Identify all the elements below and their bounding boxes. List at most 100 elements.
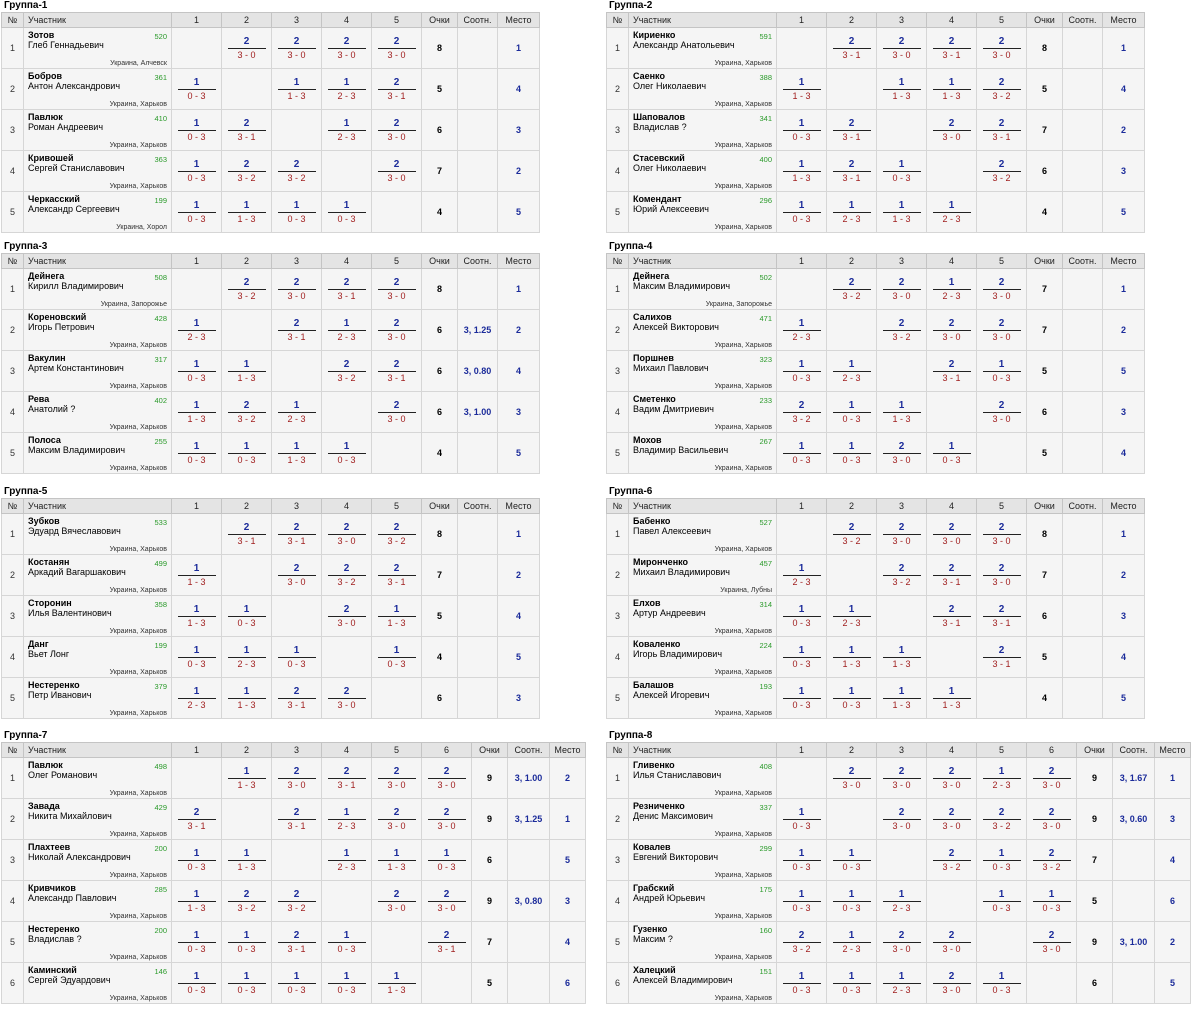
match-points: 1 (227, 848, 266, 861)
match-sets: 3 - 0 (387, 902, 406, 913)
player-surname[interactable]: Бабенко (633, 516, 671, 526)
player-surname[interactable]: Шаповалов (633, 112, 686, 122)
participant-cell: Черкасский Александр Сергеевич 199 Украина,… (23, 191, 172, 233)
player-surname[interactable]: Резниченко (633, 801, 685, 811)
player-surname[interactable]: Сторонин (28, 598, 72, 608)
player-name: Олег Николаевич (633, 163, 707, 173)
player-surname[interactable]: Гливенко (633, 760, 675, 770)
player-surname[interactable]: Завада (28, 801, 60, 811)
player-surname[interactable]: Плахтеев (28, 842, 71, 852)
table-row: 1 Гливенко Илья Станиславович 408 Украина, Х… (606, 757, 1191, 799)
player-surname[interactable]: Кривошей (28, 153, 74, 163)
col-header-no: № (1, 742, 24, 758)
table-row: 5 Балашов Алексей Игоревич 193 Украина, Харь… (606, 677, 1145, 719)
row-number: 3 (1, 839, 24, 881)
match-sets: 2 - 3 (992, 779, 1011, 790)
player-surname[interactable]: Коваленко (633, 639, 681, 649)
match-points: 1 (782, 686, 821, 699)
relation-value (1062, 432, 1103, 474)
match-sets: 2 - 3 (892, 984, 911, 995)
player-surname[interactable]: Зотов (28, 30, 55, 40)
player-surname[interactable]: Халецкий (633, 965, 676, 975)
participant-cell: Миронченко Михаил Владимирович 457 Украина,… (628, 554, 777, 596)
col-header-opponent: 1 (776, 742, 827, 758)
player-surname[interactable]: Гузенко (633, 924, 668, 934)
match-sets: 0 - 3 (1042, 902, 1061, 913)
player-surname[interactable]: Нестеренко (28, 924, 80, 934)
player-surname[interactable]: Ковалев (633, 842, 671, 852)
match-sets: 3 - 0 (287, 576, 306, 587)
player-surname[interactable]: Стасевский (633, 153, 685, 163)
player-rating: 224 (759, 641, 772, 650)
player-name: Артур Андреевич (633, 608, 706, 618)
player-surname[interactable]: Павлюк (28, 112, 63, 122)
player-surname[interactable]: Поршнев (633, 353, 674, 363)
match-sets: 3 - 1 (387, 372, 406, 383)
points-total: 4 (1026, 677, 1063, 719)
player-surname[interactable]: Нестеренко (28, 680, 80, 690)
player-surname[interactable]: Зубков (28, 516, 60, 526)
player-surname[interactable]: Саенко (633, 71, 665, 81)
player-surname[interactable]: Елхов (633, 598, 661, 608)
player-surname[interactable]: Костанян (28, 557, 70, 567)
row-number: 5 (606, 432, 629, 474)
results-table: № Участник 1 2 3 4 5 Очки Соотн. Место 1 Бабенко Пав… (606, 498, 1145, 719)
player-surname[interactable]: Данг (28, 639, 49, 649)
player-surname[interactable]: Комендант (633, 194, 682, 204)
player-surname[interactable]: Кириенко (633, 30, 676, 40)
player-name: Антон Александрович (28, 81, 121, 91)
col-header-opponent: 6 (1026, 742, 1077, 758)
player-name: Александр Сергеевич (28, 204, 120, 214)
player-surname[interactable]: Дейнега (633, 271, 670, 281)
group-title: Группа-6 (609, 486, 653, 497)
group-block: Группа-8 № Участник 1 2 3 4 5 6 Очки Соотн. Место 1 Г… (606, 730, 1191, 1004)
player-surname[interactable]: Вакулин (28, 353, 66, 363)
match-sets: 0 - 3 (942, 454, 961, 465)
player-surname[interactable]: Сметенко (633, 394, 676, 404)
player-surname[interactable]: Кореновский (28, 312, 87, 322)
player-surname[interactable]: Кривчиков (28, 883, 76, 893)
player-surname[interactable]: Черкасский (28, 194, 80, 204)
player-surname[interactable]: Мохов (633, 435, 662, 445)
player-surname[interactable]: Салихов (633, 312, 672, 322)
player-surname[interactable]: Павлюк (28, 760, 63, 770)
player-surname[interactable]: Дейнега (28, 271, 65, 281)
player-rating: 200 (154, 844, 167, 853)
table-row: 1 Зубков Эдуард Вячеславович 533 Украина, Ха… (1, 513, 540, 555)
table-row: 5 Нестеренко Петр Иванович 379 Украина, Харь… (1, 677, 540, 719)
match-sets: 0 - 3 (842, 454, 861, 465)
match-points: 2 (377, 889, 416, 902)
match-sets: 0 - 3 (792, 658, 811, 669)
col-header-points: Очки (421, 498, 458, 514)
player-surname[interactable]: Каминский (28, 965, 77, 975)
player-surname[interactable]: Балашов (633, 680, 674, 690)
player-surname[interactable]: Миронченко (633, 557, 689, 567)
player-surname[interactable]: Полоса (28, 435, 61, 445)
player-surname[interactable]: Бобров (28, 71, 63, 81)
relation-value: 3, 1.00 (1112, 921, 1155, 963)
player-surname[interactable]: Рева (28, 394, 50, 404)
participant-cell: Бобров Антон Александрович 361 Украина, Хар… (23, 68, 172, 110)
place-value: 4 (497, 595, 540, 637)
col-header-relation: Соотн. (457, 498, 498, 514)
table-row: 1 Дейнега Максим Владимирович 502 Украина, З… (606, 268, 1145, 310)
player-surname[interactable]: Грабский (633, 883, 675, 893)
col-header-opponent: 1 (171, 742, 222, 758)
